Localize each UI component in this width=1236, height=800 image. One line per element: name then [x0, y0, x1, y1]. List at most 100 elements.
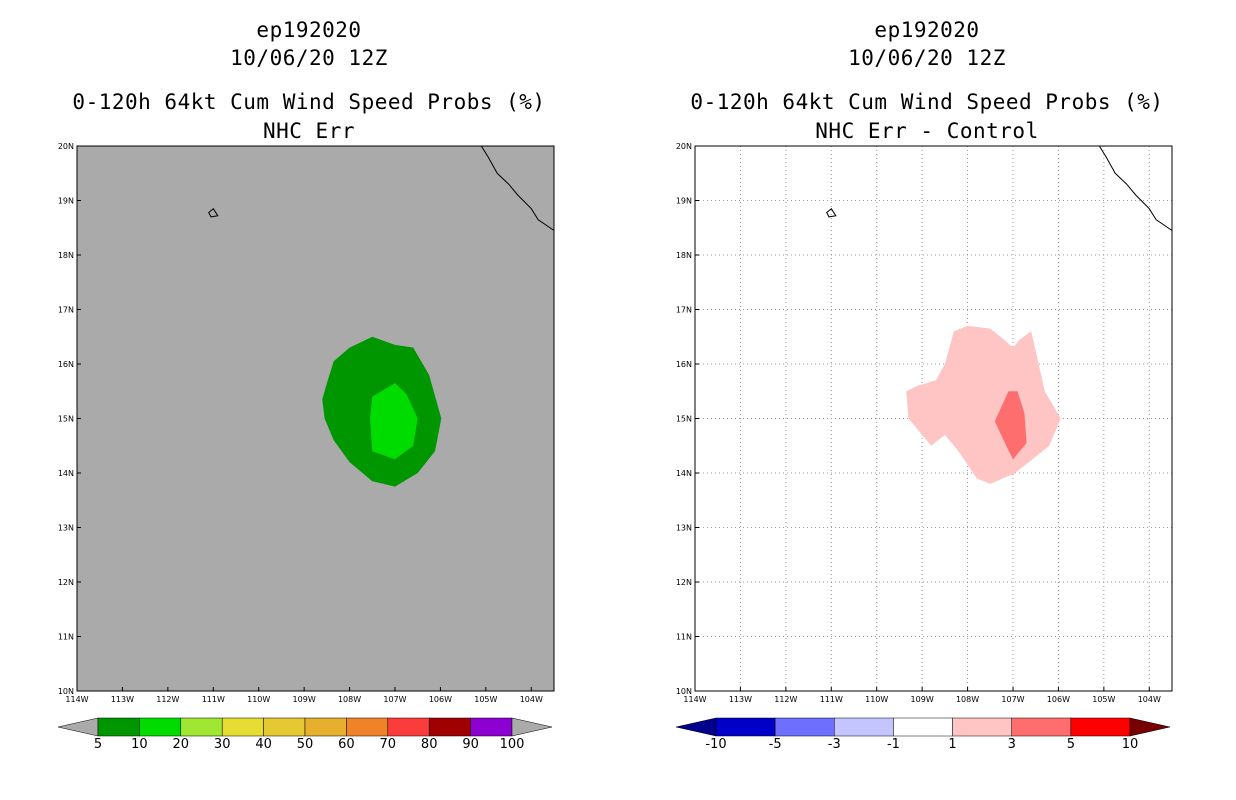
colorbar-label: 10 [1122, 737, 1139, 752]
colorbar-swatch [428, 717, 471, 737]
y-tick-label: 11N [676, 633, 692, 642]
plot-background [77, 146, 554, 691]
colorbar-label: 100 [500, 737, 525, 752]
colorbar-label: 20 [173, 737, 190, 752]
colorbar-label: 5 [1067, 737, 1075, 752]
coastline [480, 145, 555, 231]
colorbar-label: -10 [705, 737, 726, 752]
difference-map: 114W 113W 112W 111W 110W 109W 108W 107W 106W 105W… [675, 142, 1173, 752]
x-tick-label: 108W [338, 695, 361, 704]
colorbar-label: 10 [131, 737, 148, 752]
y-tick-label: 13N [676, 524, 692, 533]
y-tick-label: 20N [58, 142, 74, 151]
colorbar-swatch [893, 717, 953, 737]
y-tick-label: 17N [58, 306, 74, 315]
colorbar-swatch [180, 717, 223, 737]
storm-id-title: ep192020 [874, 18, 980, 42]
colorbar-swatch [221, 717, 264, 737]
colorbar-under-arrow [675, 717, 717, 737]
y-tick-label: 16N [58, 360, 74, 369]
colorbar-swatch [139, 717, 182, 737]
x-tick-label: 106W [1047, 695, 1070, 704]
y-tick-label: 11N [58, 633, 74, 642]
y-tick-label: 12N [58, 578, 74, 587]
y-tick-label: 16N [676, 360, 692, 369]
island-outline [826, 207, 837, 218]
colorbar-label: 50 [297, 737, 314, 752]
y-tick-label: 20N [676, 142, 692, 151]
x-tick-label: 108W [956, 695, 979, 704]
colorbar-over-arrow [511, 717, 553, 737]
x-tick-label: 113W [729, 695, 752, 704]
left-panel: ep192020 10/06/20 12Z 0-120h 64kt Cum Wi… [57, 18, 555, 752]
plot-subtitle: NHC Err [262, 119, 355, 143]
colorbar-swatch [387, 717, 430, 737]
y-tick-label: 10N [58, 687, 74, 696]
contour-20-30 [370, 383, 418, 460]
probability-map: 114W 113W 112W 111W 110W 109W 108W 107W 106W 105W… [57, 142, 555, 752]
colorbar-over-arrow [1129, 717, 1171, 737]
colorbar-swatch [263, 717, 306, 737]
x-tick-label: 110W [865, 695, 888, 704]
right-panel: ep192020 10/06/20 12Z 0-120h 64kt Cum Wi… [618, 0, 1236, 800]
colorbar-swatch [97, 717, 140, 737]
y-tick-label: 15N [676, 415, 692, 424]
x-tick-label: 106W [429, 695, 452, 704]
colorbar-label: 70 [380, 737, 397, 752]
colorbar-swatch [715, 717, 776, 737]
colorbar-label: 1 [948, 737, 956, 752]
y-tick-label: 14N [58, 469, 74, 478]
x-tick-label: 104W [520, 695, 543, 704]
island-outline [208, 207, 219, 218]
x-tick-label: 114W [65, 695, 88, 704]
y-tick-label: 12N [676, 578, 692, 587]
contour-3-5 [994, 391, 1027, 460]
datetime-subtitle: 10/06/20 12Z [230, 46, 388, 70]
colorbar-swatch [774, 717, 835, 737]
x-tick-label: 114W [683, 695, 706, 704]
x-tick-label: 112W [156, 695, 179, 704]
x-tick-label: 111W [820, 695, 843, 704]
colorbar-swatch [346, 717, 389, 737]
colorbar-swatch [304, 717, 347, 737]
plot-title: 0-120h 64kt Cum Wind Speed Probs (%) [690, 90, 1164, 114]
colorbar-swatch [1070, 717, 1131, 737]
y-tick-label: 18N [676, 251, 692, 260]
x-tick-label: 109W [293, 695, 316, 704]
x-tick-label: 105W [474, 695, 497, 704]
colorbar-label: -3 [828, 737, 841, 752]
colorbar-label: 60 [338, 737, 355, 752]
datetime-subtitle: 10/06/20 12Z [848, 46, 1006, 70]
colorbar-label: 30 [214, 737, 231, 752]
colorbar-under-arrow [57, 717, 99, 737]
coastline [1098, 145, 1173, 231]
x-tick-label: 107W [1001, 695, 1024, 704]
y-tick-label: 19N [676, 197, 692, 206]
colorbar-swatch [470, 717, 513, 737]
colorbar-label: 40 [255, 737, 272, 752]
y-tick-label: 13N [58, 524, 74, 533]
colorbar-swatch [952, 717, 1012, 737]
x-tick-label: 105W [1092, 695, 1115, 704]
colorbar-label: 90 [462, 737, 479, 752]
y-tick-label: 10N [676, 687, 692, 696]
plot-title: 0-120h 64kt Cum Wind Speed Probs (%) [72, 90, 546, 114]
storm-id-title: ep192020 [256, 18, 362, 42]
x-tick-label: 109W [911, 695, 934, 704]
y-tick-label: 17N [676, 306, 692, 315]
colorbar-label: -5 [769, 737, 782, 752]
colorbar-swatch [1011, 717, 1072, 737]
colorbar-label: 3 [1008, 737, 1016, 752]
colorbar-label: -1 [887, 737, 900, 752]
y-tick-label: 14N [676, 469, 692, 478]
x-tick-label: 110W [247, 695, 270, 704]
y-tick-label: 18N [58, 251, 74, 260]
y-tick-label: 15N [58, 415, 74, 424]
plot-subtitle: NHC Err - Control [815, 119, 1039, 143]
colorbar-swatch [834, 717, 894, 737]
x-tick-label: 107W [383, 695, 406, 704]
x-tick-label: 104W [1138, 695, 1161, 704]
x-tick-label: 113W [111, 695, 134, 704]
colorbar-label: 80 [421, 737, 438, 752]
y-tick-label: 19N [58, 197, 74, 206]
